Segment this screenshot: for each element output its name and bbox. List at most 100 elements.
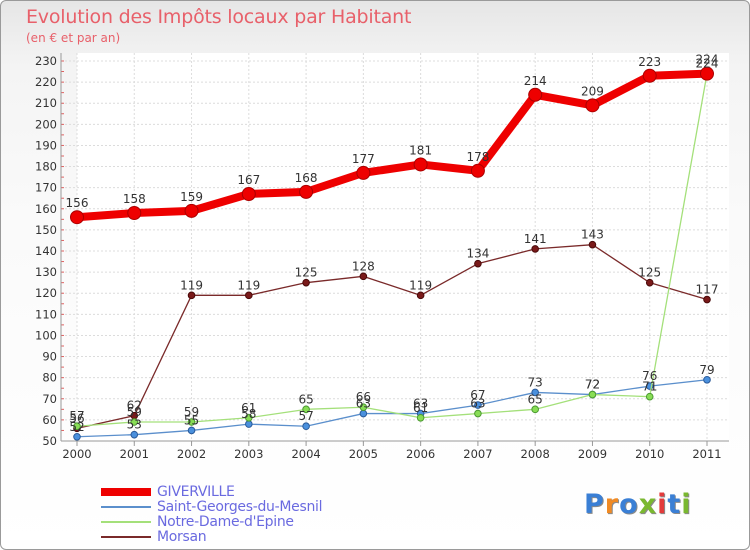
data-point-morsan (703, 295, 711, 304)
data-point-morsan (416, 291, 425, 300)
data-label-saint-georges-du-mesnil: 52 (69, 420, 84, 434)
data-point-giverville (127, 206, 142, 220)
y-tick-label: 110 (35, 307, 57, 321)
x-tick-label: 2010 (635, 447, 664, 461)
legend-label: Notre-Dame-d'Epine (157, 514, 294, 530)
data-label-giverville: 214 (524, 74, 547, 88)
legend-swatch (101, 521, 151, 523)
x-tick-label: 2006 (406, 447, 435, 461)
data-point-notre-dame-d-epine (645, 392, 654, 401)
data-point-saint-georges-du-mesnil (703, 375, 711, 384)
data-label-notre-dame-d-epine: 71 (642, 380, 657, 394)
y-tick-label: 140 (35, 244, 57, 258)
legend-item: Notre-Dame-d'Epine (101, 514, 401, 530)
data-point-saint-georges-du-mesnil (245, 420, 253, 428)
data-label-notre-dame-d-epine: 61 (413, 401, 428, 415)
data-label-notre-dame-d-epine: 224 (696, 57, 719, 71)
y-tick-label: 60 (42, 413, 57, 427)
chart-subtitle: (en € et par an) (26, 31, 121, 45)
data-point-morsan (588, 240, 597, 249)
data-point-giverville (70, 210, 84, 225)
data-point-giverville (642, 68, 657, 83)
data-label-notre-dame-d-epine: 72 (585, 378, 600, 392)
y-tick-label: 100 (35, 328, 57, 342)
data-label-giverville: 156 (66, 196, 89, 210)
data-point-notre-dame-d-epine (73, 422, 81, 431)
legend-swatch (101, 506, 151, 508)
series-line-morsan (76, 244, 708, 429)
x-tick-label: 2008 (521, 447, 550, 461)
data-label-notre-dame-d-epine: 63 (470, 397, 485, 411)
legend-item: Saint-Georges-du-Mesnil (101, 499, 401, 515)
y-tick-label: 50 (42, 434, 57, 448)
data-label-saint-georges-du-mesnil: 76 (642, 369, 657, 383)
data-point-saint-georges-du-mesnil (531, 388, 539, 397)
legend-item: Morsan (101, 529, 401, 545)
data-point-saint-georges-du-mesnil (130, 430, 139, 439)
data-label-saint-georges-du-mesnil: 67 (470, 388, 485, 402)
data-label-notre-dame-d-epine: 57 (69, 409, 84, 423)
data-point-notre-dame-d-epine (130, 418, 139, 426)
y-tick-label: 180 (35, 160, 57, 174)
data-point-notre-dame-d-epine (416, 413, 425, 422)
legend-item: GIVERVILLE (101, 484, 401, 500)
x-tick-label: 2000 (62, 447, 91, 461)
data-point-notre-dame-d-epine (187, 418, 196, 426)
y-tick-label: 90 (42, 350, 57, 364)
data-label-giverville: 223 (638, 55, 661, 69)
chart-title: Evolution des Impôts locaux par Habitant (26, 6, 412, 28)
data-point-giverville (413, 157, 428, 172)
data-label-notre-dame-d-epine: 65 (298, 392, 313, 406)
data-point-morsan (302, 278, 310, 287)
data-point-notre-dame-d-epine (531, 405, 539, 414)
data-label-morsan: 134 (466, 247, 489, 261)
data-label-morsan: 125 (295, 266, 318, 280)
data-point-morsan (187, 291, 196, 300)
y-tick-label: 210 (35, 96, 57, 110)
data-label-giverville: 224 (696, 53, 719, 67)
series-line-notre-dame-d-epine (76, 73, 708, 427)
y-tick-label: 190 (35, 138, 57, 152)
legend-swatch (101, 488, 151, 496)
data-point-saint-georges-du-mesnil (359, 409, 368, 418)
legend-label: Saint-Georges-du-Mesnil (157, 499, 323, 515)
x-tick-label: 2005 (349, 447, 378, 461)
data-point-notre-dame-d-epine (588, 390, 597, 399)
data-label-morsan: 141 (524, 232, 547, 246)
data-point-morsan (245, 291, 253, 300)
legend-label: GIVERVILLE (157, 484, 235, 500)
data-label-giverville: 168 (295, 171, 318, 185)
data-label-saint-georges-du-mesnil: 63 (356, 397, 371, 411)
data-label-notre-dame-d-epine: 59 (127, 405, 142, 419)
data-label-saint-georges-du-mesnil: 55 (184, 413, 199, 427)
data-label-saint-georges-du-mesnil: 63 (413, 397, 428, 411)
legend: GIVERVILLE Saint-Georges-du-Mesnil Notre-D… (101, 484, 401, 545)
y-tick-label: 130 (35, 265, 57, 279)
data-point-morsan (359, 272, 368, 281)
data-label-saint-georges-du-mesnil: 57 (298, 409, 313, 423)
x-tick-label: 2004 (291, 447, 320, 461)
data-point-giverville (299, 184, 314, 199)
data-point-morsan (531, 245, 539, 253)
data-label-morsan: 143 (581, 228, 604, 242)
data-point-giverville (184, 203, 199, 218)
data-point-giverville (700, 66, 714, 81)
data-label-giverville: 209 (581, 84, 604, 98)
x-tick-label: 2003 (234, 447, 263, 461)
data-label-saint-georges-du-mesnil: 72 (585, 378, 600, 392)
data-label-morsan: 119 (237, 278, 260, 292)
data-point-notre-dame-d-epine (474, 409, 482, 418)
legend-label: Morsan (157, 529, 207, 545)
y-tick-label: 150 (35, 223, 57, 237)
y-tick-label: 120 (35, 286, 57, 300)
data-label-notre-dame-d-epine: 65 (528, 392, 543, 406)
data-point-saint-georges-du-mesnil (474, 401, 482, 409)
data-label-morsan: 119 (180, 278, 203, 292)
data-label-saint-georges-du-mesnil: 79 (699, 363, 714, 377)
data-point-saint-georges-du-mesnil (302, 422, 310, 431)
proxiti-logo: Proxiti (584, 489, 692, 520)
data-label-giverville: 158 (123, 192, 146, 206)
data-point-giverville (241, 187, 256, 201)
data-label-saint-georges-du-mesnil: 53 (127, 418, 142, 432)
data-label-saint-georges-du-mesnil: 58 (241, 407, 256, 421)
